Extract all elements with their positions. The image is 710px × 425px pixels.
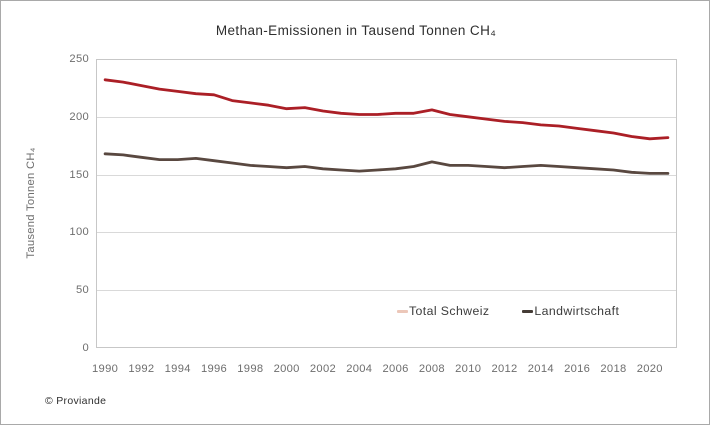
y-axis-tick-label: 150 <box>69 168 89 181</box>
legend-marker-landwirtschaft-icon <box>522 309 534 313</box>
x-axis-tick-label: 2000 <box>273 363 300 375</box>
x-axis-tick-label: 1996 <box>200 363 228 375</box>
x-axis-tick-label: 2010 <box>455 363 482 375</box>
x-axis-tick-label: 1990 <box>92 363 119 375</box>
series-line-landwirtschaft <box>103 152 670 175</box>
y-axis-tick-label: 250 <box>69 53 89 65</box>
x-axis-tick-label: 1992 <box>128 363 155 375</box>
x-axis-tick-label: 2018 <box>600 363 627 375</box>
legend: Total Schweiz Landwirtschaft <box>397 304 619 318</box>
x-axis-tick-label: 2006 <box>382 363 409 375</box>
chart-title: Methan-Emissionen in Tausend Tonnen CH₄ <box>215 23 497 38</box>
legend-label-total-schweiz: Total Schweiz <box>409 304 490 318</box>
y-axis-tick-label: 50 <box>75 284 89 297</box>
series-line-total-schweiz <box>103 78 670 141</box>
y-axis-tick-label: 200 <box>69 110 89 123</box>
x-axis-tick-label: 2004 <box>346 363 373 375</box>
y-axis-title: Tausend Tonnen CH₄ <box>25 147 37 259</box>
legend-label-landwirtschaft: Landwirtschaft <box>534 304 620 318</box>
x-axis-tick-label: 2012 <box>491 363 518 375</box>
legend-marker-total-schweiz-icon <box>397 309 408 313</box>
x-axis-tick-label: 2014 <box>527 363 554 375</box>
legend-item-landwirtschaft: Landwirtschaft <box>522 304 619 318</box>
x-axis-tick-label: 1998 <box>237 363 264 375</box>
x-axis-tick-label: 1994 <box>164 363 191 375</box>
x-axis-tick-label: 2008 <box>418 363 445 375</box>
x-axis-tick-label: 2016 <box>564 363 591 375</box>
copyright-label: © Proviande <box>45 395 107 407</box>
x-axis-tick-label: 2020 <box>636 363 663 375</box>
plot-border <box>96 59 677 348</box>
legend-item-total-schweiz: Total Schweiz <box>397 304 489 318</box>
x-axis-tick-label: 2002 <box>309 363 336 375</box>
y-axis-tick-label: 100 <box>69 226 89 239</box>
y-axis-tick-label: 0 <box>82 342 89 354</box>
